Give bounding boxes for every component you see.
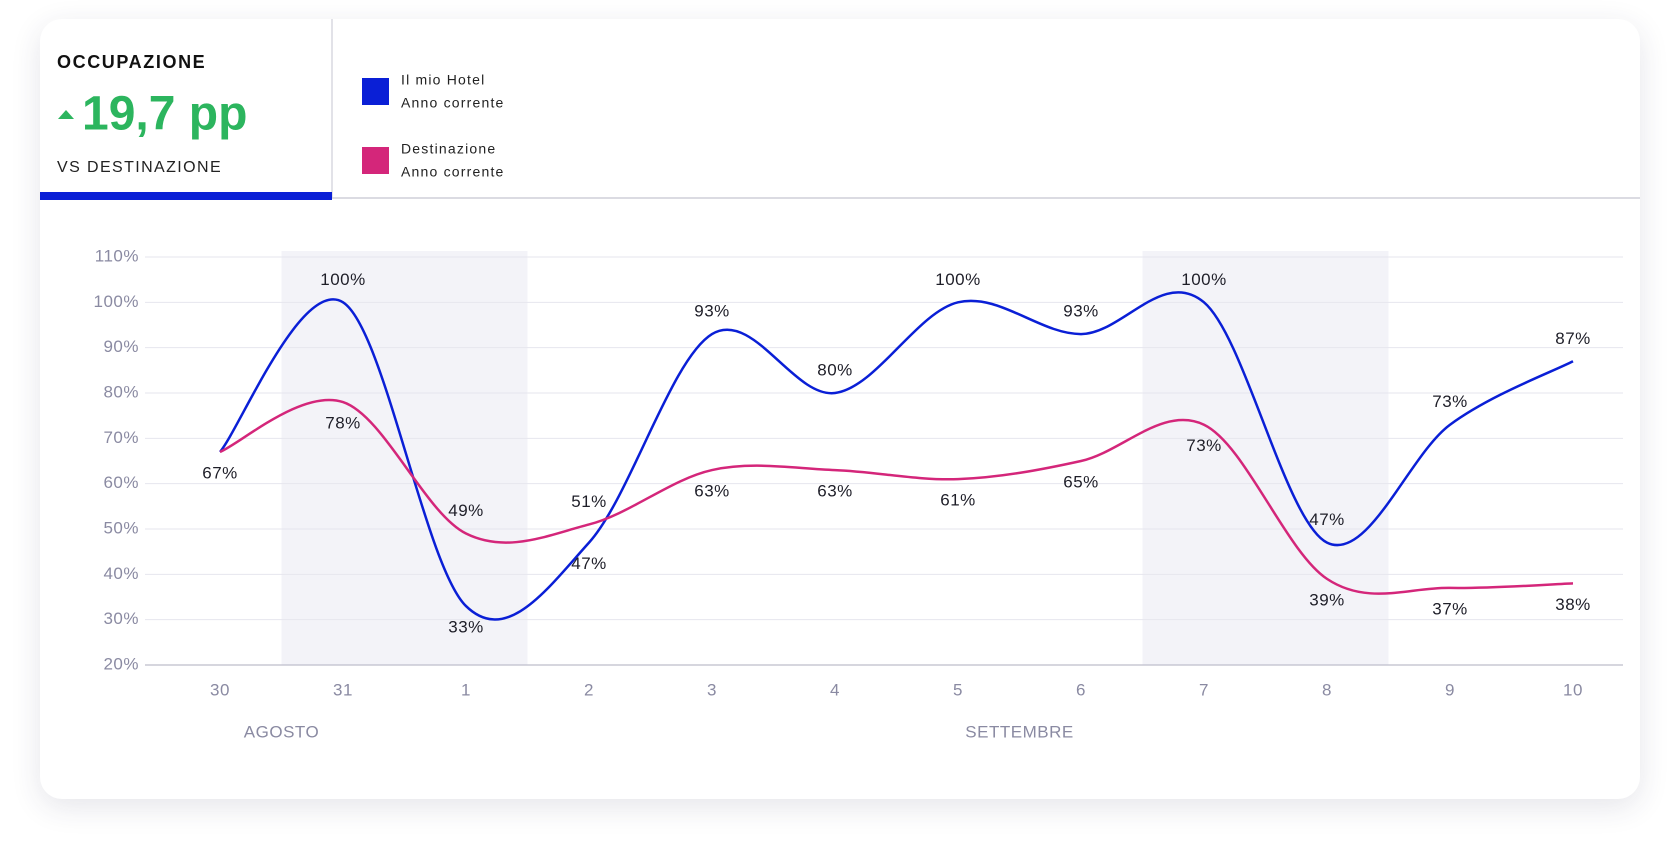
data-label: 61% xyxy=(940,491,976,510)
x-tick-label: 31 xyxy=(333,680,353,699)
data-label: 73% xyxy=(1186,436,1222,455)
data-label: 51% xyxy=(571,492,607,511)
data-label: 65% xyxy=(1063,472,1099,491)
y-tick-label: 40% xyxy=(103,564,139,583)
data-label: 37% xyxy=(1432,599,1468,618)
x-tick-label: 2 xyxy=(584,680,594,699)
series-line xyxy=(219,398,1574,595)
data-label: 78% xyxy=(325,414,361,433)
data-label: 73% xyxy=(1432,392,1468,411)
y-tick-label: 20% xyxy=(103,654,139,673)
month-label: AGOSTO xyxy=(244,722,319,741)
x-tick-label: 30 xyxy=(210,680,230,699)
y-tick-label: 110% xyxy=(95,246,139,265)
data-label: 38% xyxy=(1555,595,1591,614)
weekend-band xyxy=(281,251,528,665)
kpi-value: 19,7 pp xyxy=(82,88,247,141)
legend-name: Il mio Hotel xyxy=(401,72,485,88)
y-tick-label: 80% xyxy=(103,382,139,401)
data-label: 67% xyxy=(202,463,238,482)
legend-swatch xyxy=(362,147,389,174)
data-label: 33% xyxy=(448,618,484,637)
y-tick-label: 50% xyxy=(103,518,139,537)
data-label: 100% xyxy=(320,270,365,289)
legend-period: Anno corrente xyxy=(401,95,505,111)
data-label: 87% xyxy=(1555,329,1591,348)
data-label: 39% xyxy=(1309,590,1345,609)
data-label: 63% xyxy=(817,482,853,501)
y-tick-label: 60% xyxy=(103,473,139,492)
y-tick-label: 70% xyxy=(103,428,139,447)
x-tick-label: 9 xyxy=(1445,680,1455,699)
x-tick-label: 10 xyxy=(1563,680,1583,699)
data-label: 63% xyxy=(694,482,730,501)
kpi-subtitle: VS DESTINAZIONE xyxy=(57,159,222,176)
series-line xyxy=(219,291,1574,621)
legend-period: Anno corrente xyxy=(401,164,505,180)
x-tick-label: 8 xyxy=(1322,680,1332,699)
y-tick-label: 30% xyxy=(103,609,139,628)
legend-name: Destinazione xyxy=(401,141,496,157)
weekend-bands xyxy=(281,251,1389,665)
x-tick-label: 7 xyxy=(1199,680,1209,699)
active-tab-bar xyxy=(40,192,332,200)
data-label: 49% xyxy=(448,501,484,520)
x-tick-label: 3 xyxy=(707,680,717,699)
data-label: 47% xyxy=(1309,510,1345,529)
up-arrow-icon xyxy=(58,110,74,119)
legend-swatch xyxy=(362,78,389,105)
data-label: 93% xyxy=(1063,302,1099,321)
x-tick-label: 5 xyxy=(953,680,963,699)
data-label: 100% xyxy=(935,270,980,289)
month-label: SETTEMBRE xyxy=(965,722,1073,741)
x-tick-label: 1 xyxy=(461,680,471,699)
kpi-title: OCCUPAZIONE xyxy=(57,52,206,72)
x-tick-label: 4 xyxy=(830,680,840,699)
weekend-band xyxy=(1142,251,1389,665)
data-label: 47% xyxy=(571,554,607,573)
y-tick-label: 100% xyxy=(94,292,139,311)
data-label: 93% xyxy=(694,302,730,321)
y-tick-label: 90% xyxy=(103,337,139,356)
data-label: 80% xyxy=(817,360,853,379)
data-label: 100% xyxy=(1181,270,1226,289)
x-tick-label: 6 xyxy=(1076,680,1086,699)
